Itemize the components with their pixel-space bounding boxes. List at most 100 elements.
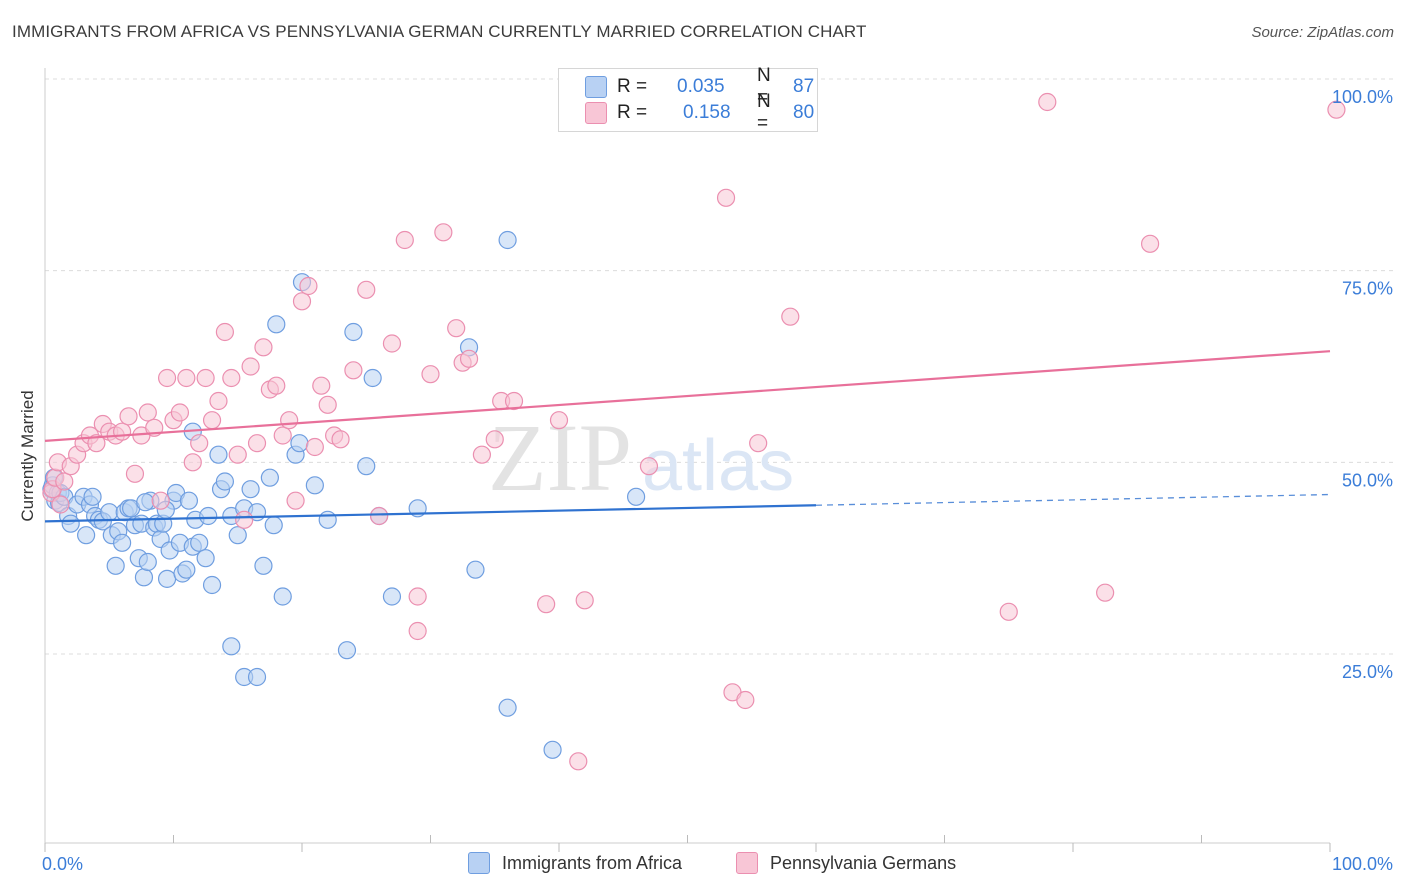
data-point-pennsylvania-germans xyxy=(215,322,234,342)
data-point-pennsylvania-germans xyxy=(177,368,196,388)
data-point-immigrants-from-africa xyxy=(382,587,402,606)
data-point-immigrants-from-africa xyxy=(267,315,286,334)
data-point-pennsylvania-germans xyxy=(138,403,157,422)
data-point-pennsylvania-germans xyxy=(370,506,389,526)
data-point-pennsylvania-germans xyxy=(305,437,324,457)
data-point-immigrants-from-africa xyxy=(100,503,119,522)
watermark-atlas: atlas xyxy=(642,426,794,506)
data-point-immigrants-from-africa xyxy=(199,506,218,526)
data-point-pennsylvania-germans xyxy=(639,457,659,476)
r-value: 0.158 xyxy=(683,102,731,123)
data-point-pennsylvania-germans xyxy=(228,445,247,464)
data-point-pennsylvania-germans xyxy=(292,292,312,311)
data-point-pennsylvania-germans xyxy=(485,430,504,449)
trend-lines xyxy=(44,350,1331,523)
swatch-blue xyxy=(468,852,490,874)
data-point-immigrants-from-africa xyxy=(241,480,260,499)
data-point-pennsylvania-germans xyxy=(736,690,755,710)
swatch-blue xyxy=(585,76,607,98)
n-label: N = xyxy=(757,91,771,134)
data-point-immigrants-from-africa xyxy=(264,516,283,535)
data-point-immigrants-from-africa xyxy=(106,556,125,575)
data-point-pennsylvania-germans xyxy=(569,752,588,771)
data-point-pennsylvania-germans xyxy=(1327,100,1346,119)
data-point-pennsylvania-germans xyxy=(749,434,768,453)
data-point-pennsylvania-germans xyxy=(196,368,215,388)
r-label: R = xyxy=(617,102,648,123)
series-pennsylvania-germans xyxy=(42,92,1346,771)
data-point-pennsylvania-germans xyxy=(183,453,202,472)
y-tick-label: 100.0% xyxy=(1332,87,1393,107)
x-tick-label: 0.0% xyxy=(42,854,83,874)
data-point-pennsylvania-germans xyxy=(1096,583,1115,602)
r-value: 0.035 xyxy=(677,76,725,97)
data-point-pennsylvania-germans xyxy=(247,434,267,453)
data-point-pennsylvania-germans xyxy=(1038,92,1057,112)
data-point-immigrants-from-africa xyxy=(83,487,102,506)
data-point-pennsylvania-germans xyxy=(241,357,260,376)
n-value: 80 xyxy=(793,102,815,123)
data-point-pennsylvania-germans xyxy=(472,445,491,464)
swatch-pink xyxy=(585,102,607,124)
data-point-pennsylvania-germans xyxy=(170,403,190,422)
data-point-pennsylvania-germans xyxy=(51,495,70,514)
data-point-immigrants-from-africa xyxy=(228,526,247,545)
data-point-pennsylvania-germans xyxy=(312,376,331,395)
data-point-immigrants-from-africa xyxy=(136,493,155,512)
data-point-pennsylvania-germans xyxy=(209,391,228,411)
data-point-pennsylvania-germans xyxy=(119,407,138,426)
data-point-immigrants-from-africa xyxy=(202,575,222,595)
legend-item-africa: Immigrants from Africa xyxy=(468,852,682,874)
trend-line-africa xyxy=(44,504,817,523)
n-label: N = xyxy=(757,65,771,108)
data-point-pennsylvania-germans xyxy=(447,319,466,338)
data-point-immigrants-from-africa xyxy=(363,368,382,388)
data-point-immigrants-from-africa xyxy=(134,568,154,587)
data-point-immigrants-from-africa xyxy=(305,476,324,495)
data-point-pennsylvania-germans xyxy=(112,422,132,441)
data-point-immigrants-from-africa xyxy=(222,637,241,656)
data-point-pennsylvania-germans xyxy=(267,376,286,395)
data-point-immigrants-from-africa xyxy=(61,514,80,533)
data-point-immigrants-from-africa xyxy=(196,549,215,568)
data-point-immigrants-from-africa xyxy=(357,457,376,476)
chart-title: IMMIGRANTS FROM AFRICA VS PENNSYLVANIA G… xyxy=(12,22,867,41)
data-point-pennsylvania-germans xyxy=(235,510,254,529)
data-point-immigrants-from-africa xyxy=(157,569,177,588)
data-point-immigrants-from-africa xyxy=(260,468,279,487)
stats-legend: R = 0.035 N = 87 R = 0.158 N = 80 xyxy=(558,65,818,134)
data-point-pennsylvania-germans xyxy=(357,280,376,299)
data-point-immigrants-from-africa xyxy=(543,740,562,759)
data-point-pennsylvania-germans xyxy=(344,361,363,380)
data-point-pennsylvania-germans xyxy=(459,349,479,368)
trend-line-penn xyxy=(44,350,1331,442)
data-point-pennsylvania-germans xyxy=(781,307,800,326)
data-point-immigrants-from-africa xyxy=(290,434,309,453)
data-point-pennsylvania-germans xyxy=(421,365,440,384)
legend-item-penn: Pennsylvania Germans xyxy=(736,852,956,874)
data-point-immigrants-from-africa xyxy=(337,641,357,660)
data-point-immigrants-from-africa xyxy=(138,552,157,572)
data-point-pennsylvania-germans xyxy=(537,595,556,614)
data-point-pennsylvania-germans xyxy=(382,334,402,353)
data-point-immigrants-from-africa xyxy=(215,472,234,491)
data-point-pennsylvania-germans xyxy=(151,491,170,510)
data-point-immigrants-from-africa xyxy=(273,587,292,606)
data-point-pennsylvania-germans xyxy=(273,426,292,445)
data-point-pennsylvania-germans xyxy=(504,391,524,411)
data-point-immigrants-from-africa xyxy=(77,526,96,545)
n-value: 87 xyxy=(793,76,815,97)
data-point-immigrants-from-africa xyxy=(498,698,517,717)
data-point-pennsylvania-germans xyxy=(280,411,299,430)
data-point-immigrants-from-africa xyxy=(112,533,132,552)
r-label: R = xyxy=(617,76,648,97)
legend-label: Immigrants from Africa xyxy=(502,852,683,873)
data-point-pennsylvania-germans xyxy=(254,338,273,357)
data-point-pennsylvania-germans xyxy=(395,230,414,250)
data-point-pennsylvania-germans xyxy=(408,621,427,641)
data-point-immigrants-from-africa xyxy=(318,510,337,529)
data-point-pennsylvania-germans xyxy=(408,587,427,606)
y-tick-label: 50.0% xyxy=(1342,470,1393,490)
data-point-pennsylvania-germans xyxy=(202,411,222,430)
